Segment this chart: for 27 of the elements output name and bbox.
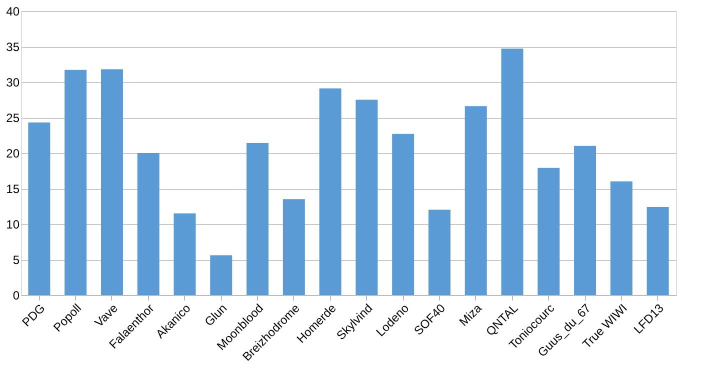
bar xyxy=(646,206,669,295)
bar xyxy=(174,213,196,295)
y-tick-label: 0 xyxy=(12,288,20,302)
bar xyxy=(319,88,342,295)
bar xyxy=(428,210,450,295)
bar xyxy=(538,168,560,295)
y-tick-label: 25 xyxy=(6,111,20,125)
y-tick-label: 40 xyxy=(6,4,20,18)
y-tick-label: 15 xyxy=(6,182,20,196)
y-tick-label: 5 xyxy=(12,253,20,267)
y-tick-label: 35 xyxy=(6,40,20,54)
y-tick-label: 30 xyxy=(6,76,20,90)
bar xyxy=(610,181,632,295)
bar xyxy=(574,146,596,295)
bar xyxy=(210,255,232,295)
bar xyxy=(501,48,524,295)
bar xyxy=(356,100,378,295)
bar xyxy=(392,134,414,295)
bar xyxy=(246,143,269,295)
bar xyxy=(100,69,123,295)
bar xyxy=(282,199,305,295)
bar xyxy=(64,70,87,295)
y-tick-label: 10 xyxy=(6,218,20,232)
bar xyxy=(137,153,160,295)
y-tick-label: 20 xyxy=(6,146,20,160)
bar xyxy=(464,106,487,295)
bar xyxy=(28,122,50,295)
